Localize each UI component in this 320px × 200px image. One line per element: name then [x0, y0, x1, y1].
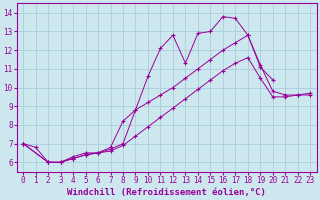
X-axis label: Windchill (Refroidissement éolien,°C): Windchill (Refroidissement éolien,°C)	[67, 188, 266, 197]
